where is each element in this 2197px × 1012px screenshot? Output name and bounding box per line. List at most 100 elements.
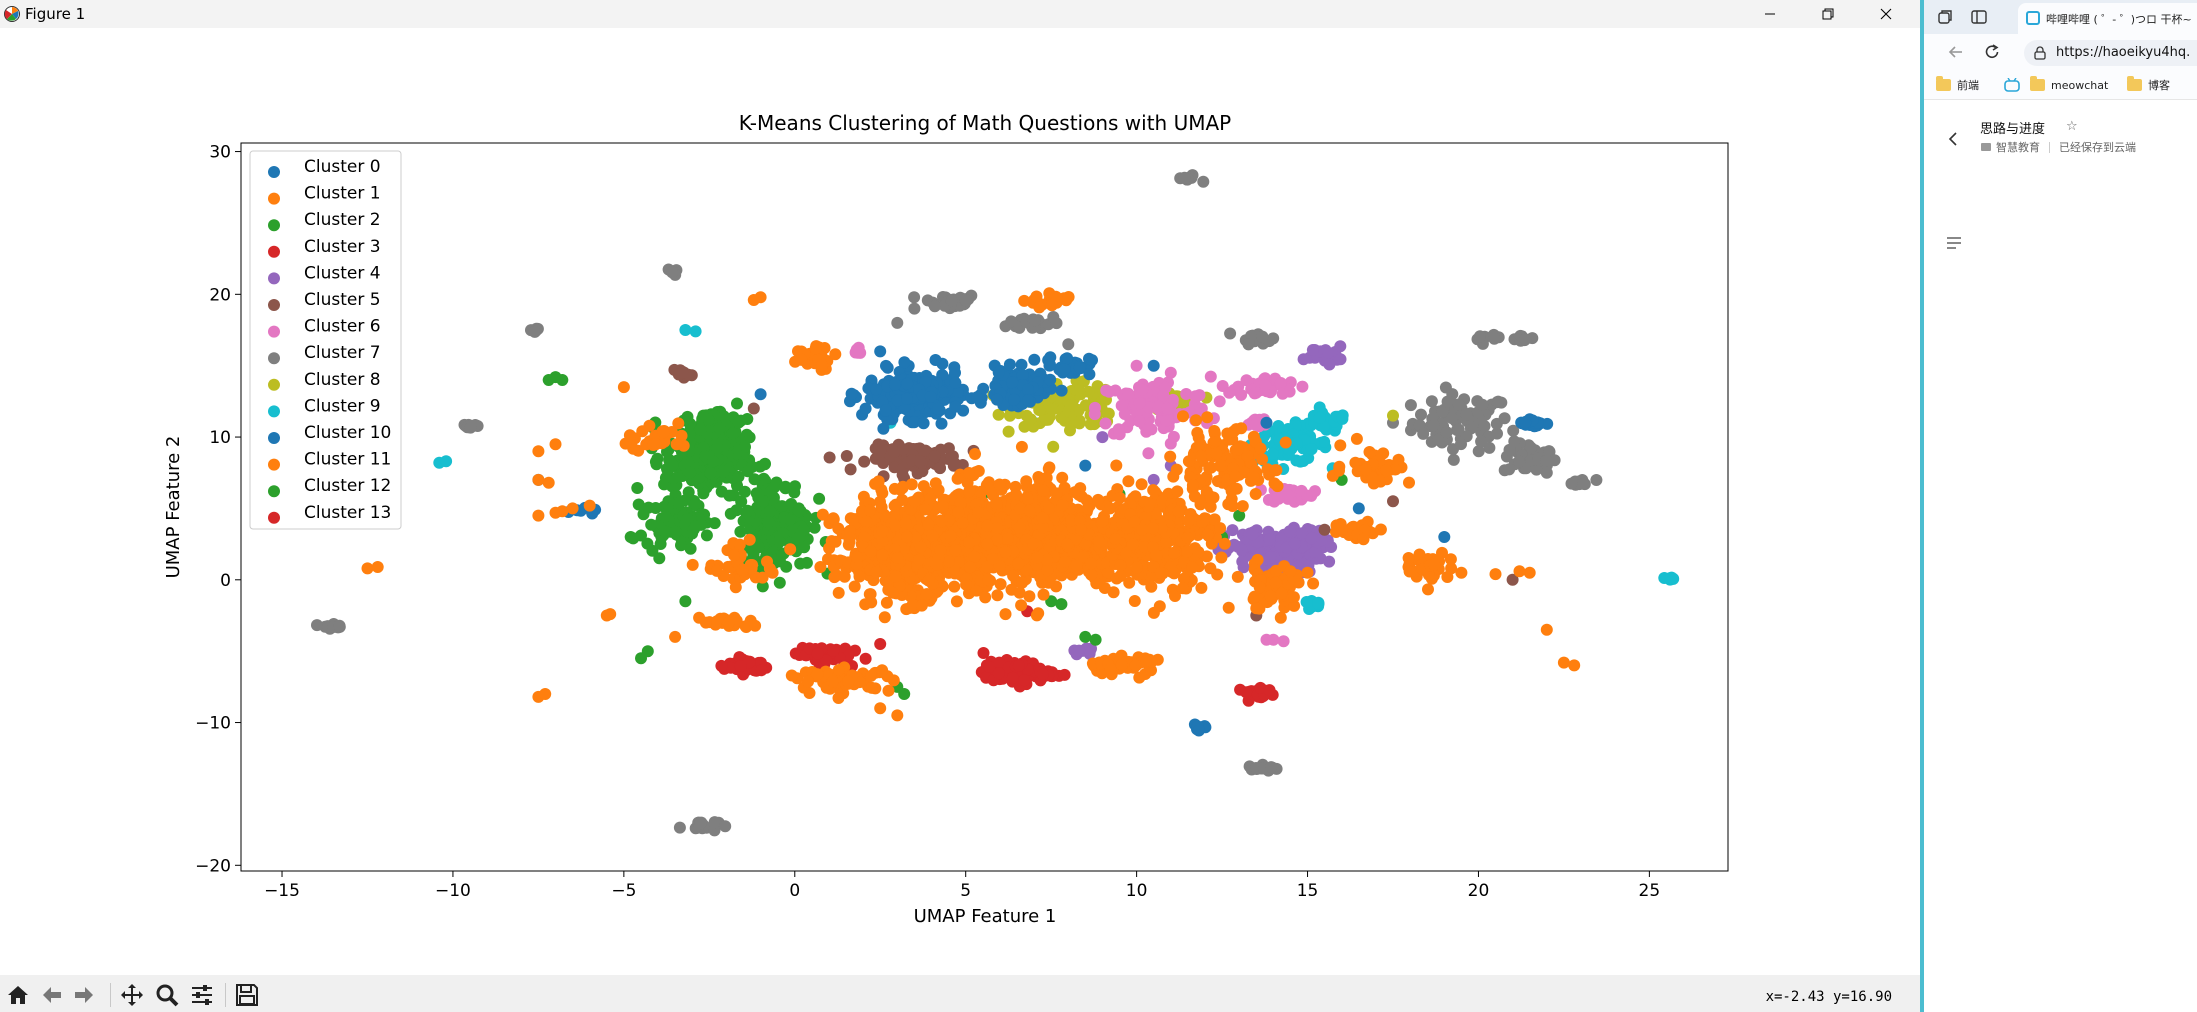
browser-refresh-button[interactable] [1980,40,2004,64]
data-point [816,508,829,521]
data-point [1147,359,1160,372]
data-point [673,497,686,510]
document-folder[interactable]: 智慧教育 [1996,141,2040,154]
data-point [879,404,892,417]
minimize-button[interactable] [1745,0,1795,28]
browser-back-button[interactable] [1944,40,1968,64]
star-icon[interactable]: ☆ [2066,119,2078,134]
data-point [1197,175,1210,188]
data-point [1250,602,1263,615]
data-point [766,566,779,579]
data-point [832,586,845,599]
data-point [981,538,994,551]
data-point [1323,358,1336,371]
data-point [1133,415,1146,428]
forward-button[interactable] [72,983,96,1007]
home-button[interactable] [6,983,30,1007]
data-point [697,487,710,500]
series-cluster-5 [668,363,1519,622]
data-point [1374,523,1387,536]
data-point [1568,659,1581,672]
data-point [1506,573,1519,586]
outline-list-icon[interactable] [1946,236,1962,250]
figure-canvas[interactable]: K-Means Clustering of Math Questions wit… [0,28,1920,975]
data-point [1161,402,1174,415]
data-point [1380,464,1393,477]
configure-subplots-button[interactable] [190,983,214,1007]
minimize-icon [1765,13,1775,15]
data-point [1215,551,1228,564]
data-point [963,536,976,549]
data-point [877,422,890,435]
data-point [1050,487,1063,500]
data-point [1073,361,1086,374]
data-point [908,416,921,429]
data-point [1056,471,1069,484]
scatter-points [311,169,1680,837]
data-point [828,571,841,584]
data-point [993,478,1006,491]
data-point [1281,489,1294,502]
data-point [1014,502,1027,515]
address-bar[interactable]: https://haoeikyu4hq. [2024,40,2197,66]
data-point [673,821,686,834]
data-point [1389,463,1402,476]
data-point [1309,545,1322,558]
data-point [1440,426,1453,439]
data-point [583,499,596,512]
workspaces-icon[interactable] [1936,8,1954,26]
data-point [1543,445,1555,458]
data-point [641,537,654,550]
pan-button[interactable] [120,983,144,1007]
data-point [1236,500,1249,513]
refresh-icon [1985,44,1999,58]
zoom-button[interactable] [155,983,179,1007]
x-tick-label: 25 [1639,881,1661,901]
data-point [1160,536,1173,549]
data-point [882,583,895,596]
data-point [1030,290,1043,303]
data-point [851,551,864,564]
data-point [689,325,702,338]
data-point [669,526,682,538]
data-point [1318,523,1331,536]
data-point [859,652,872,665]
data-point [924,390,937,403]
data-point [679,595,692,608]
zoom-icon [156,984,179,1007]
bookmark-folder-frontend[interactable]: 前端 [1936,76,1979,94]
data-point [820,654,833,667]
data-point [1167,546,1180,559]
data-point [675,539,687,552]
data-point [969,448,981,460]
data-point [1295,557,1308,570]
data-point [1083,647,1096,660]
data-point [1064,424,1076,437]
legend-label: Cluster 10 [304,423,391,443]
close-button[interactable] [1861,0,1911,28]
data-point [1086,354,1098,367]
data-point [1667,572,1680,585]
back-button[interactable] [40,983,64,1007]
browser-tab-active[interactable]: 哔哩哔哩 ( ゜- ゜)つロ 干杯~ [2018,3,2197,34]
data-point [935,515,948,528]
bilibili-icon[interactable] [2004,78,2020,92]
save-button[interactable] [235,983,259,1007]
data-point [1248,387,1261,400]
data-point [932,402,944,415]
data-point [888,461,901,474]
data-point [1002,532,1014,545]
data-point [617,381,630,394]
tab-actions-icon[interactable] [1970,8,1988,26]
configure-subplots-icon [192,985,212,1005]
data-point [1103,385,1116,398]
restore-button[interactable] [1803,0,1853,28]
document-title[interactable]: 思路与进度 [1980,122,2046,137]
address-url: https://haoeikyu4hq. [2056,45,2191,60]
data-point [1233,509,1246,522]
bookmark-folder-meowchat[interactable]: meowchat [2030,76,2108,94]
bookmark-folder-blog[interactable]: 博客 [2127,76,2170,94]
data-point [1081,502,1094,515]
chevron-left-icon[interactable] [1946,131,1962,147]
